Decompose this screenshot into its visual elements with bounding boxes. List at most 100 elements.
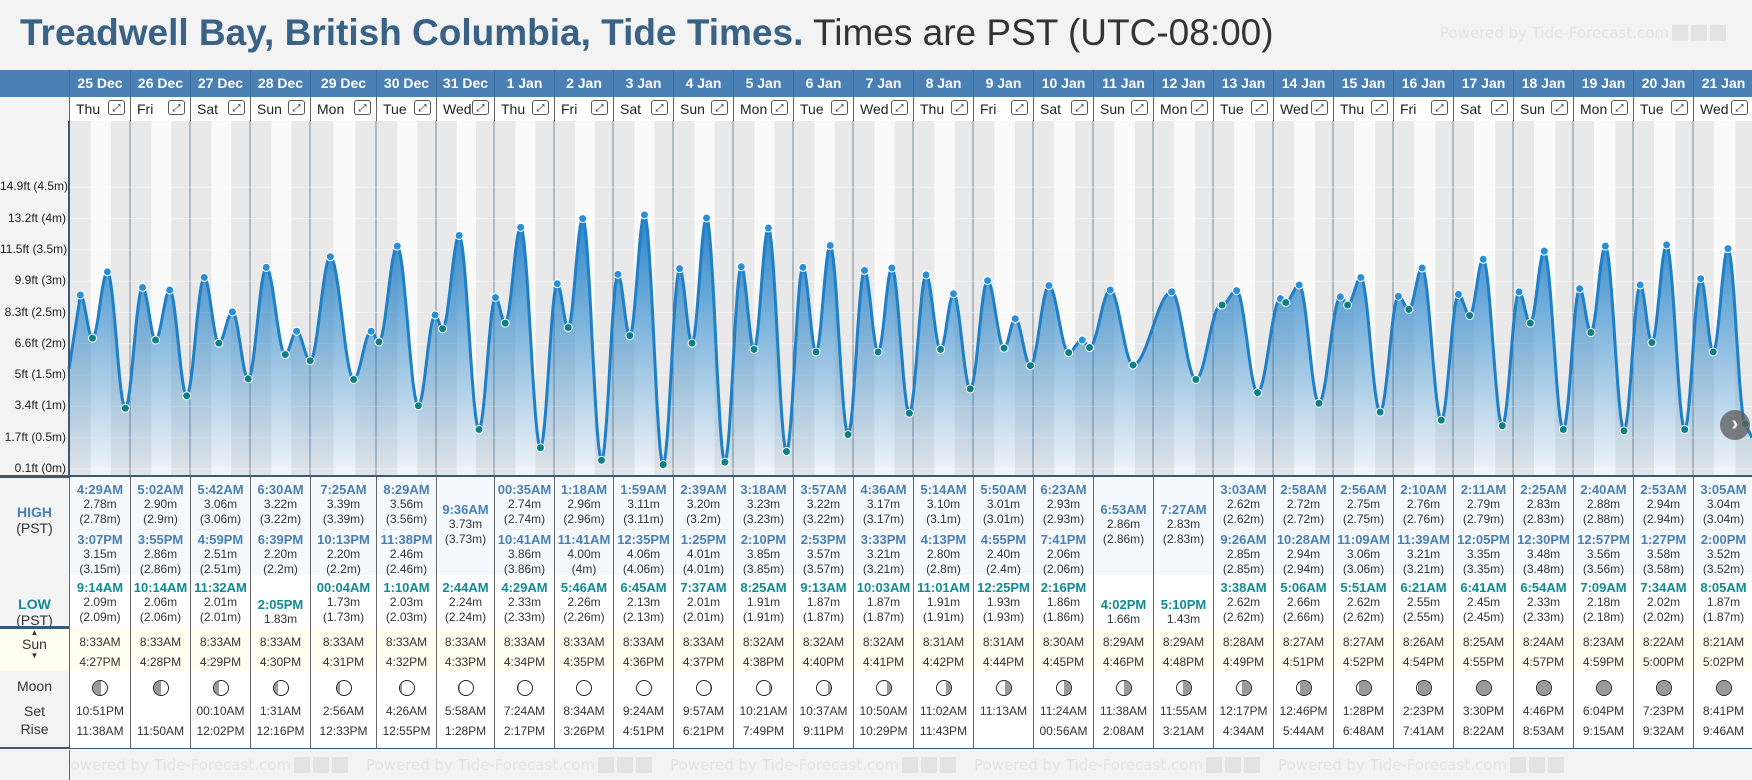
tide-icon: [636, 757, 653, 773]
tide-height-alt: (2.94m): [1642, 512, 1685, 526]
high-tide-entry: 3:03AM 2.62m (2.62m): [1214, 482, 1273, 527]
low-tz: (PST): [16, 612, 53, 628]
high-label-text: HIGH: [17, 504, 52, 520]
moonset-time: 11:24AM: [1039, 704, 1088, 718]
date-header-bar: [0, 70, 1752, 97]
tide-height-alt: (2.79m): [1462, 512, 1505, 526]
expand-icon[interactable]: ⤢: [1071, 100, 1088, 115]
tide-time: 7:25AM: [320, 482, 367, 497]
moon-shadow: [336, 681, 341, 695]
tide-table-column: 5:42AM 3.06m (3.06m) 4:59PM 2.51m (2.51m) 11:3…: [190, 477, 250, 674]
tide-height: 2.20m: [263, 547, 298, 561]
date-header: 12 Jan: [1153, 70, 1213, 97]
sunset-time: 5:00PM: [1642, 655, 1685, 669]
high-tide-entry: 11:09AM 3.06m (3.06m): [1334, 532, 1393, 577]
moonset-time: 11:13AM: [979, 704, 1028, 718]
expand-icon[interactable]: ⤢: [414, 100, 431, 115]
high-area: [1634, 477, 1693, 575]
expand-icon[interactable]: ⤢: [711, 100, 728, 115]
expand-icon[interactable]: ⤢: [591, 100, 608, 115]
sun-label-text: Sun: [22, 636, 47, 652]
sunset-time: 4:30PM: [259, 655, 302, 669]
expand-icon[interactable]: ⤢: [1431, 100, 1448, 115]
moonrise-time: 11:43PM: [919, 724, 968, 738]
tide-height-alt: (1.87m): [862, 610, 905, 624]
low-tide-point: [904, 408, 914, 418]
day-column: 12 Jan Mon ⤢: [1153, 70, 1213, 121]
expand-icon[interactable]: ⤢: [1251, 100, 1268, 115]
low-tide-point: [782, 446, 791, 456]
high-area: [614, 477, 673, 575]
sunrise-time: 8:26AM: [1402, 635, 1445, 649]
tide-height: 3.06m: [1346, 547, 1381, 561]
high-area: [914, 477, 973, 575]
day-column: 7 Jan Wed ⤢: [853, 70, 913, 121]
high-tide-entry: 5:50AM 3.01m (3.01m): [974, 482, 1033, 527]
day-name: Mon: [1580, 101, 1608, 117]
tide-height-alt: (2.09m): [79, 610, 121, 624]
expand-icon[interactable]: ⤢: [1731, 100, 1748, 115]
high-area: [1574, 477, 1633, 575]
expand-icon[interactable]: ⤢: [1611, 100, 1628, 115]
moon-phase-icon: [1655, 680, 1672, 696]
day-name: Mon: [1160, 101, 1188, 117]
expand-icon[interactable]: ⤢: [1491, 100, 1508, 115]
tide-time: 1:18AM: [560, 482, 608, 497]
tide-height: 2.76m: [1406, 497, 1441, 511]
moonrise-time: 3:21AM: [1162, 724, 1205, 738]
moonset-time: 4:26AM: [385, 704, 428, 718]
tide-height-alt: (3.11m): [623, 512, 664, 526]
expand-icon[interactable]: ⤢: [1131, 100, 1148, 115]
moonrise-time: 6:48AM: [1342, 724, 1385, 738]
expand-icon[interactable]: ⤢: [354, 100, 371, 115]
expand-icon[interactable]: ⤢: [1371, 100, 1388, 115]
powered-by-text: Powered by Tide-Forecast.com: [1440, 24, 1670, 42]
high-tide-point: [1662, 240, 1672, 250]
expand-icon[interactable]: ⤢: [1311, 100, 1328, 115]
tide-height-alt: (3.85m): [742, 562, 785, 576]
day-of-week-cell: Thu ⤢: [913, 97, 973, 121]
high-tide-point: [227, 307, 237, 317]
low-tide-entry: 7:34AM 2.02m (2.02m): [1634, 580, 1693, 625]
tide-icon: [1548, 757, 1565, 773]
low-tide-point: [1217, 300, 1227, 310]
high-tide-entry: 3:55PM 2.86m (2.86m): [131, 532, 190, 577]
expand-icon[interactable]: ⤢: [1671, 100, 1688, 115]
date-header: 29 Dec: [310, 70, 376, 97]
high-tide-point: [366, 326, 376, 336]
day-column: 19 Jan Mon ⤢: [1573, 70, 1633, 121]
expand-icon[interactable]: ⤢: [1551, 100, 1568, 115]
tide-height-alt: (3.21m): [1402, 562, 1445, 576]
expand-icon[interactable]: ⤢: [1011, 100, 1028, 115]
location-title: Treadwell Bay, British Columbia, Tide Ti…: [20, 12, 804, 53]
moonrise-time: 11:38AM: [76, 724, 124, 738]
expand-icon[interactable]: ⤢: [532, 100, 549, 115]
high-tide-entry: 2:53AM 2.94m (2.94m): [1634, 482, 1693, 527]
expand-icon[interactable]: ⤢: [472, 100, 489, 115]
moon-cell: 7:23PM 9:32AM: [1633, 671, 1693, 748]
expand-icon[interactable]: ⤢: [891, 100, 908, 115]
next-page-arrow[interactable]: ›: [1720, 410, 1750, 440]
low-tide-point: [720, 457, 730, 467]
tide-time: 5:42AM: [197, 482, 244, 497]
day-column: 30 Dec Tue ⤢: [376, 70, 436, 121]
moon-cell: 3:30PM 8:22AM: [1453, 671, 1513, 748]
date-header: 30 Dec: [376, 70, 436, 97]
date-header: 11 Jan: [1093, 70, 1153, 97]
sunset-time: 4:41PM: [862, 655, 905, 669]
high-tide-entry: 6:53AM 2.86m (2.86m): [1094, 502, 1153, 547]
entry-separator: [257, 529, 304, 530]
moon-label-bg: [0, 671, 69, 748]
expand-icon[interactable]: ⤢: [288, 100, 305, 115]
tide-time: 12:57PM: [1577, 532, 1630, 547]
expand-icon[interactable]: ⤢: [108, 100, 125, 115]
expand-icon[interactable]: ⤢: [1191, 100, 1208, 115]
expand-icon[interactable]: ⤢: [951, 100, 968, 115]
expand-icon[interactable]: ⤢: [651, 100, 668, 115]
tide-height: 1.87m: [866, 595, 901, 609]
expand-icon[interactable]: ⤢: [831, 100, 848, 115]
expand-icon[interactable]: ⤢: [168, 100, 185, 115]
tide-time: 1:27PM: [1640, 532, 1687, 547]
expand-icon[interactable]: ⤢: [228, 100, 245, 115]
expand-icon[interactable]: ⤢: [771, 100, 788, 115]
